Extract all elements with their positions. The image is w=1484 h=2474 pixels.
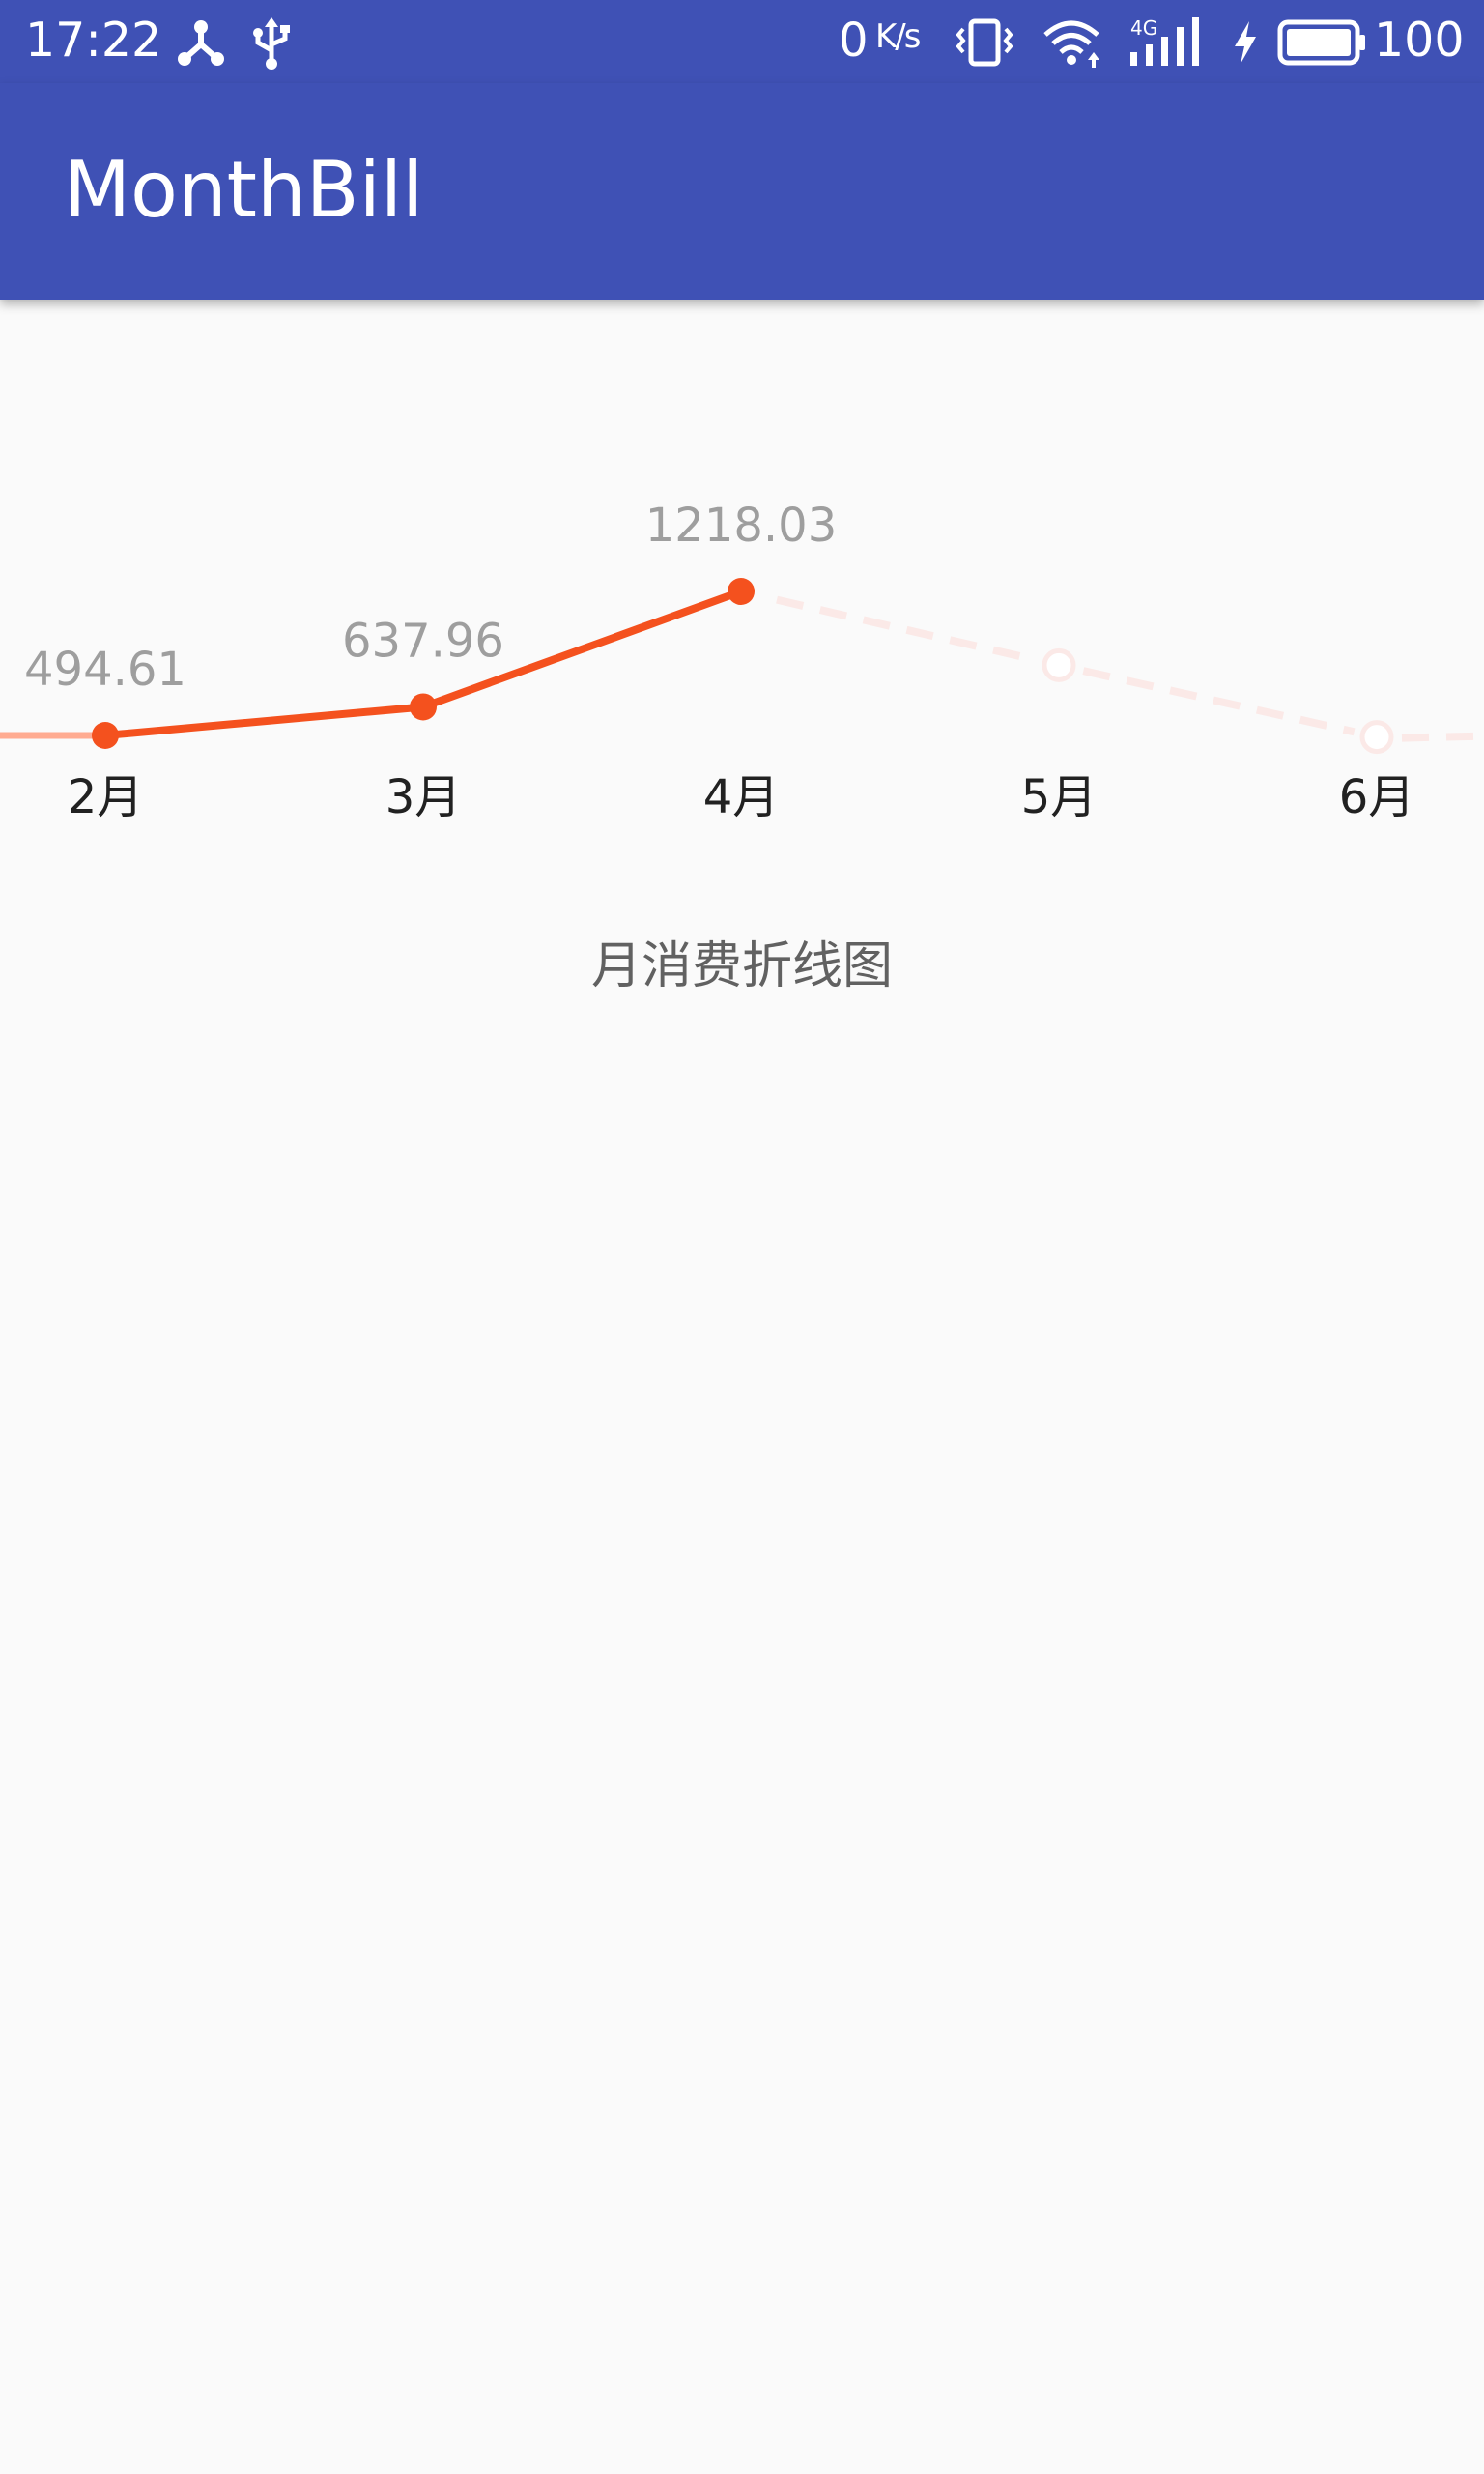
chart-series-segment xyxy=(419,588,745,711)
chart-point xyxy=(92,722,119,749)
chart-series-segment xyxy=(101,703,427,739)
chart-month-label: 3月 xyxy=(385,770,462,824)
chart-month-label: 5月 xyxy=(1021,770,1098,824)
chart-value-label: 1218.03 xyxy=(645,499,838,553)
net-speed-unit: K/s xyxy=(875,17,921,56)
share-network-icon xyxy=(178,20,224,66)
app-bar: MonthBill xyxy=(0,83,1484,300)
svg-text:4G: 4G xyxy=(1130,16,1157,40)
chart-value-label: 494.61 xyxy=(24,643,186,697)
chart-point-future xyxy=(1042,647,1076,682)
chart-future-segment xyxy=(1082,667,1356,736)
chart-point xyxy=(728,578,755,605)
chart-point-future xyxy=(1359,720,1394,755)
chart-future-tail xyxy=(1401,732,1484,742)
chart-future-segment xyxy=(776,595,1038,664)
chart-point xyxy=(410,693,437,721)
usb-icon xyxy=(253,17,290,70)
vibrate-icon xyxy=(956,18,1013,67)
status-time: 17:22 xyxy=(25,13,162,68)
app-title: MonthBill xyxy=(64,145,424,235)
chart-month-label: 6月 xyxy=(1339,770,1415,824)
status-bar: 17:22 0 K/s 4G xyxy=(0,0,1484,83)
battery-level: 100 xyxy=(1374,13,1465,68)
chart-month-label: 4月 xyxy=(703,770,780,824)
charging-icon xyxy=(1235,21,1256,64)
chart-caption: 月消费折线图 xyxy=(590,937,893,995)
net-speed-value: 0 xyxy=(839,14,869,68)
battery-icon xyxy=(1277,19,1365,66)
chart-value-label: 637.96 xyxy=(342,614,504,668)
chart-month-label: 2月 xyxy=(68,770,144,824)
wifi-icon xyxy=(1043,20,1099,68)
signal-4g-icon: 4G xyxy=(1130,16,1199,66)
month-spending-line-chart[interactable]: 494.61 637.96 1218.03 2月 3月 4月 5月 6月 xyxy=(0,300,1484,841)
